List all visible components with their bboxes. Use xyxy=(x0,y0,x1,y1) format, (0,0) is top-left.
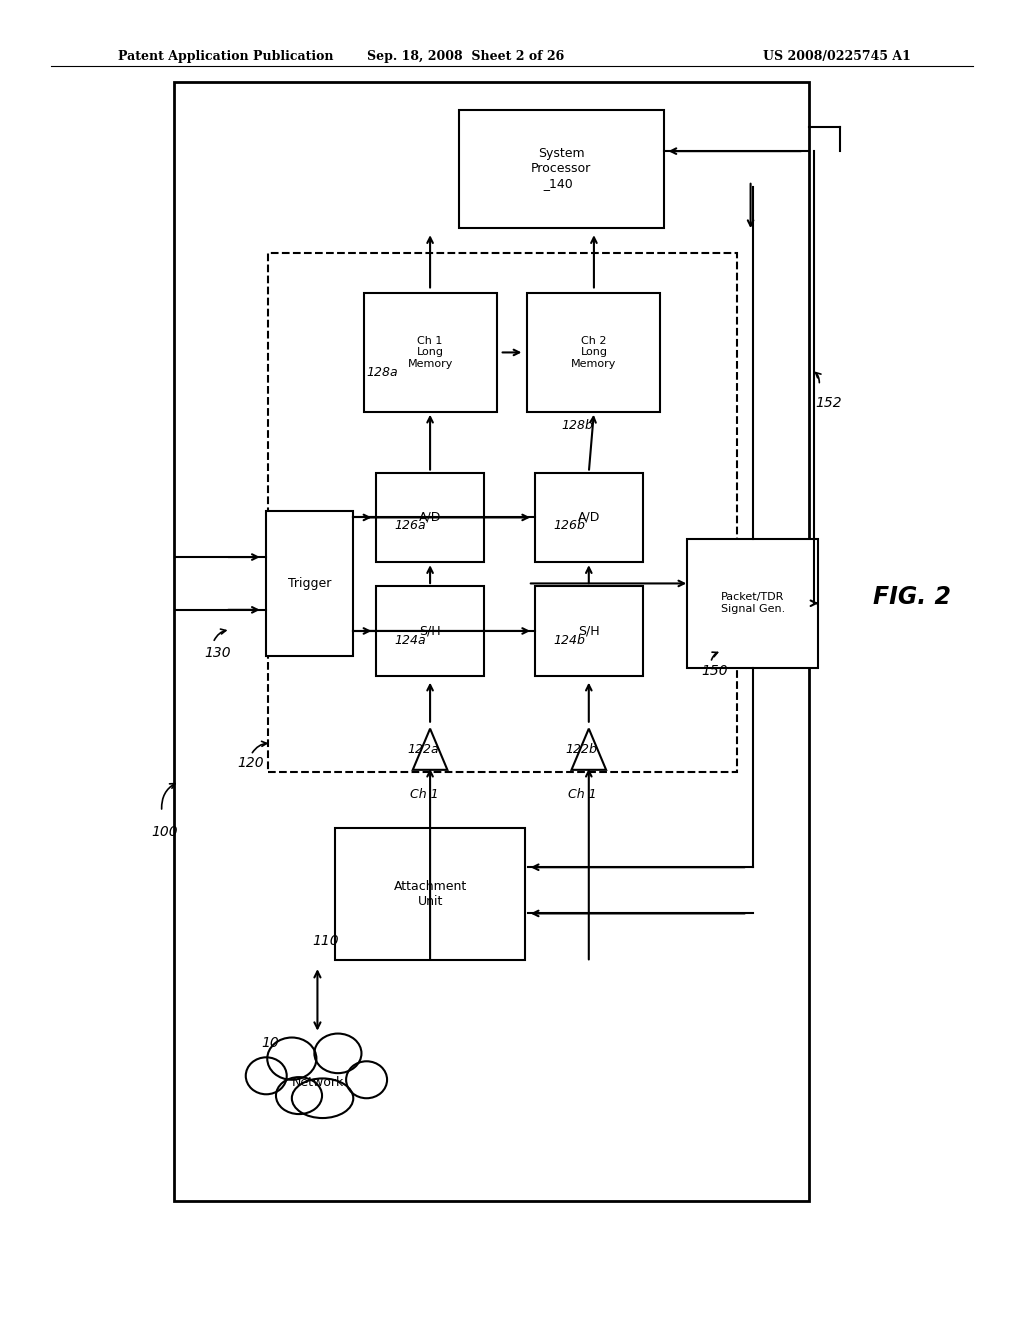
Text: 122b: 122b xyxy=(565,743,597,756)
FancyBboxPatch shape xyxy=(174,82,809,1201)
FancyBboxPatch shape xyxy=(266,511,352,656)
Text: 122a: 122a xyxy=(408,743,439,756)
FancyBboxPatch shape xyxy=(527,293,660,412)
Text: Ch 1: Ch 1 xyxy=(568,788,597,801)
Text: 128b: 128b xyxy=(561,418,593,432)
Text: S/H: S/H xyxy=(419,624,441,638)
Text: 124b: 124b xyxy=(553,634,585,647)
Text: 130: 130 xyxy=(205,647,231,660)
Text: A/D: A/D xyxy=(419,511,441,524)
Text: Network: Network xyxy=(291,1076,344,1089)
Text: US 2008/0225745 A1: US 2008/0225745 A1 xyxy=(764,50,911,63)
Text: 120: 120 xyxy=(238,756,264,770)
Text: Trigger: Trigger xyxy=(288,577,331,590)
Text: Ch 1: Ch 1 xyxy=(410,788,438,801)
FancyBboxPatch shape xyxy=(459,110,664,228)
Text: A/D: A/D xyxy=(578,511,600,524)
Text: 100: 100 xyxy=(152,825,178,838)
Text: 10: 10 xyxy=(261,1036,279,1049)
Text: Attachment
Unit: Attachment Unit xyxy=(393,879,467,908)
Text: 124a: 124a xyxy=(394,634,426,647)
FancyBboxPatch shape xyxy=(377,473,483,562)
Text: S/H: S/H xyxy=(578,624,600,638)
Text: Sep. 18, 2008  Sheet 2 of 26: Sep. 18, 2008 Sheet 2 of 26 xyxy=(368,50,564,63)
Text: System
Processor
̲140: System Processor ̲140 xyxy=(531,148,591,190)
FancyBboxPatch shape xyxy=(336,828,524,960)
Text: Packet/TDR
Signal Gen.: Packet/TDR Signal Gen. xyxy=(721,593,784,614)
Text: 152: 152 xyxy=(815,396,842,409)
Text: 110: 110 xyxy=(312,935,339,948)
Text: Patent Application Publication: Patent Application Publication xyxy=(118,50,333,63)
FancyBboxPatch shape xyxy=(535,473,643,562)
Text: Ch 1
Long
Memory: Ch 1 Long Memory xyxy=(408,335,453,370)
FancyBboxPatch shape xyxy=(687,539,818,668)
FancyBboxPatch shape xyxy=(535,586,643,676)
Text: 126a: 126a xyxy=(394,519,426,532)
FancyBboxPatch shape xyxy=(364,293,497,412)
FancyBboxPatch shape xyxy=(377,586,483,676)
Text: FIG. 2: FIG. 2 xyxy=(873,585,951,609)
Text: 128a: 128a xyxy=(367,366,398,379)
Text: 150: 150 xyxy=(701,664,728,677)
Text: 126b: 126b xyxy=(553,519,585,532)
Text: Ch 2
Long
Memory: Ch 2 Long Memory xyxy=(571,335,616,370)
